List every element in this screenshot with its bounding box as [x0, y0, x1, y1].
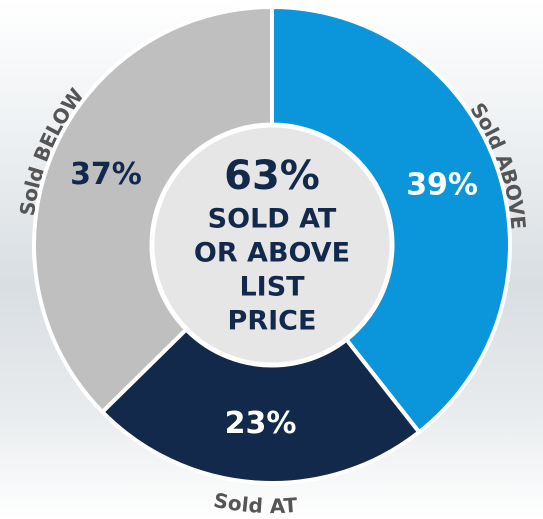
center-line: SOLD AT: [208, 204, 337, 235]
chart: 39%Sold ABOVE23%Sold AT37%Sold BELOW63%S…: [0, 0, 543, 519]
center-title: 63%: [224, 153, 320, 199]
category-label-text: Sold AT: [212, 487, 299, 517]
center-line: OR ABOVE: [194, 238, 350, 269]
value-label: 37%: [70, 157, 142, 192]
value-label: 23%: [225, 406, 297, 441]
value-label: 39%: [406, 168, 478, 203]
category-label: Sold AT: [212, 487, 299, 517]
center-line: PRICE: [228, 306, 317, 337]
center-line: LIST: [239, 272, 305, 303]
